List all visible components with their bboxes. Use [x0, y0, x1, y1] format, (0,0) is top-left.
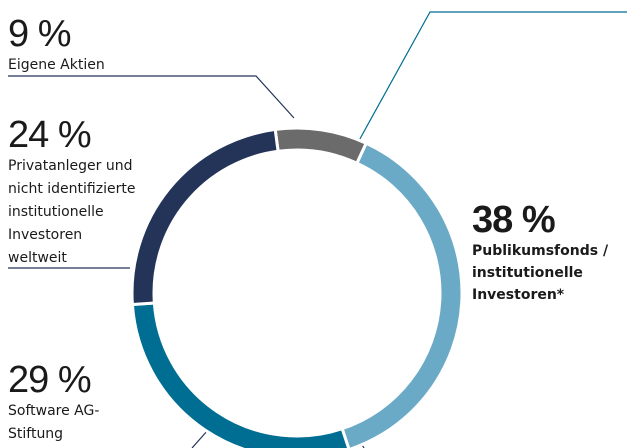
- leader-line: [191, 429, 209, 448]
- slice-label: 9 % Eigene Aktien: [8, 14, 105, 77]
- slice-label: 29 % Software AG- Stiftung: [8, 360, 99, 446]
- category-label: Software AG- Stiftung: [8, 403, 100, 442]
- category-label: Eigene Aktien: [8, 57, 105, 73]
- donut-slice: [273, 126, 369, 166]
- donut-slice: [130, 301, 351, 448]
- value-label: 38 %: [472, 199, 556, 241]
- donut-slice: [340, 141, 464, 448]
- leader-line: [355, 11, 627, 147]
- leader-line: [8, 75, 295, 119]
- value-label: 29 %: [8, 359, 92, 401]
- slice-label: 38 % Publikumsfonds / institutionelle Inv…: [472, 200, 608, 306]
- value-label: 9 %: [8, 13, 71, 55]
- value-label: 24 %: [8, 114, 92, 156]
- category-label: Publikumsfonds / institutionelle Investo…: [472, 243, 609, 303]
- donut-slice: [130, 127, 280, 307]
- category-label: Privatanleger und nicht identifizierte i…: [8, 158, 136, 266]
- slice-label: 24 % Privatanleger und nicht identifizier…: [8, 115, 135, 270]
